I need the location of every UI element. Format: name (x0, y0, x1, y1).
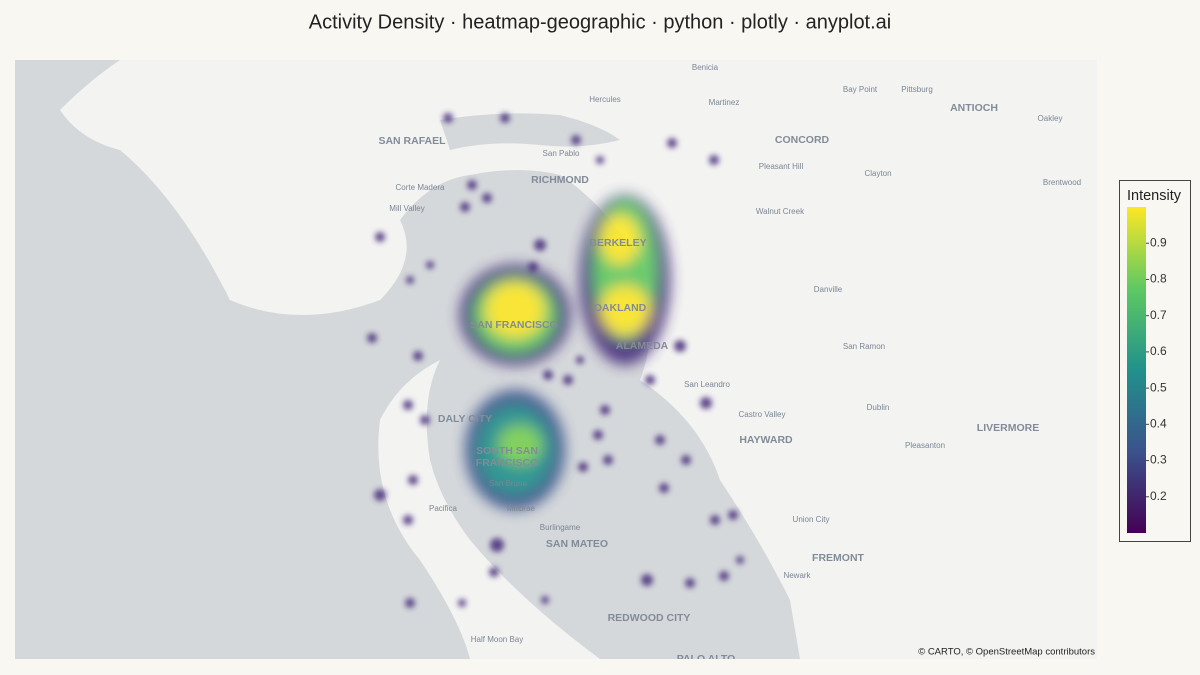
colorbar-tick-label: 0.2 (1150, 489, 1167, 503)
place-label: Pleasanton (905, 441, 945, 450)
place-labels: Benicia Hercules Martinez Bay Point Pittsbur… (378, 63, 1081, 665)
place-label: Brentwood (1043, 178, 1081, 187)
map: Benicia Hercules Martinez Bay Point Pittsbur… (15, 60, 1097, 665)
place-label: PALO ALTO (677, 653, 736, 665)
place-label: Danville (814, 285, 843, 294)
place-label: Pleasant Hill (759, 162, 804, 171)
place-label: REDWOOD CITY (608, 612, 691, 624)
colorbar-tick-label: 0.4 (1150, 417, 1167, 431)
colorbar-title: Intensity (1127, 188, 1182, 204)
place-label: Union City (793, 515, 830, 524)
place-label: San Leandro (684, 380, 730, 389)
place-label: Hercules (589, 95, 621, 104)
place-label: Mill Valley (389, 204, 424, 213)
place-label: Half Moon Bay (471, 635, 523, 644)
colorbar-tick-label: 0.8 (1150, 272, 1167, 286)
place-label: Pacifica (429, 504, 458, 513)
colorbar: Intensity 0.2 0.3 0.4 0.5 0.6 0.7 0.8 0.9 (1119, 180, 1191, 542)
place-label: Newark (783, 571, 811, 580)
heat (367, 113, 744, 608)
colorbar-tick-label: 0.7 (1150, 308, 1167, 322)
place-label: Burlingame (540, 523, 581, 532)
place-label: SAN FRANCISCO (470, 319, 558, 331)
colorbar-scale (1127, 207, 1146, 533)
place-label: FRANCISCO (476, 457, 538, 469)
place-label: SAN RAFAEL (378, 135, 446, 147)
place-label: BERKELEY (589, 237, 646, 249)
place-label: Clayton (864, 169, 891, 178)
place-label: San Bruno (489, 479, 527, 488)
place-label: LIVERMORE (977, 422, 1039, 434)
place-label: ANTIOCH (950, 102, 998, 114)
place-label: FREMONT (812, 552, 864, 564)
place-label: DALY CITY (438, 413, 492, 425)
place-label: HAYWARD (739, 434, 793, 446)
place-label: Walnut Creek (756, 207, 805, 216)
place-label: San Ramon (843, 342, 885, 351)
place-label: Oakley (1038, 114, 1063, 123)
point-reyes (90, 90, 200, 120)
colorbar-tick-label: 0.6 (1150, 344, 1167, 358)
place-label: Corte Madera (396, 183, 445, 192)
water (15, 60, 800, 659)
place-label: SAN MATEO (546, 538, 608, 550)
place-label: CONCORD (775, 134, 830, 146)
place-label: Dublin (867, 403, 890, 412)
title: Activity Density · heatmap-geographic · … (309, 11, 892, 33)
place-label: Castro Valley (739, 410, 786, 419)
colorbar-tick-label: 0.3 (1150, 453, 1167, 467)
place-label: Millbrae (507, 504, 536, 513)
attribution: © CARTO, © OpenStreetMap contributors (918, 647, 1095, 658)
place-label: San Pablo (543, 149, 580, 158)
place-label: Pittsburg (901, 85, 933, 94)
place-label: Bay Point (843, 85, 878, 94)
colorbar-tick-label: 0.9 (1150, 235, 1167, 249)
place-label: ALAMEDA (616, 340, 669, 352)
place-label: SOUTH SAN (476, 445, 538, 457)
place-label: Martinez (709, 98, 740, 107)
colorbar-tick-label: 0.5 (1150, 380, 1167, 394)
place-label: Benicia (692, 63, 719, 72)
place-label: RICHMOND (531, 174, 589, 186)
place-label: OAKLAND (594, 302, 647, 314)
